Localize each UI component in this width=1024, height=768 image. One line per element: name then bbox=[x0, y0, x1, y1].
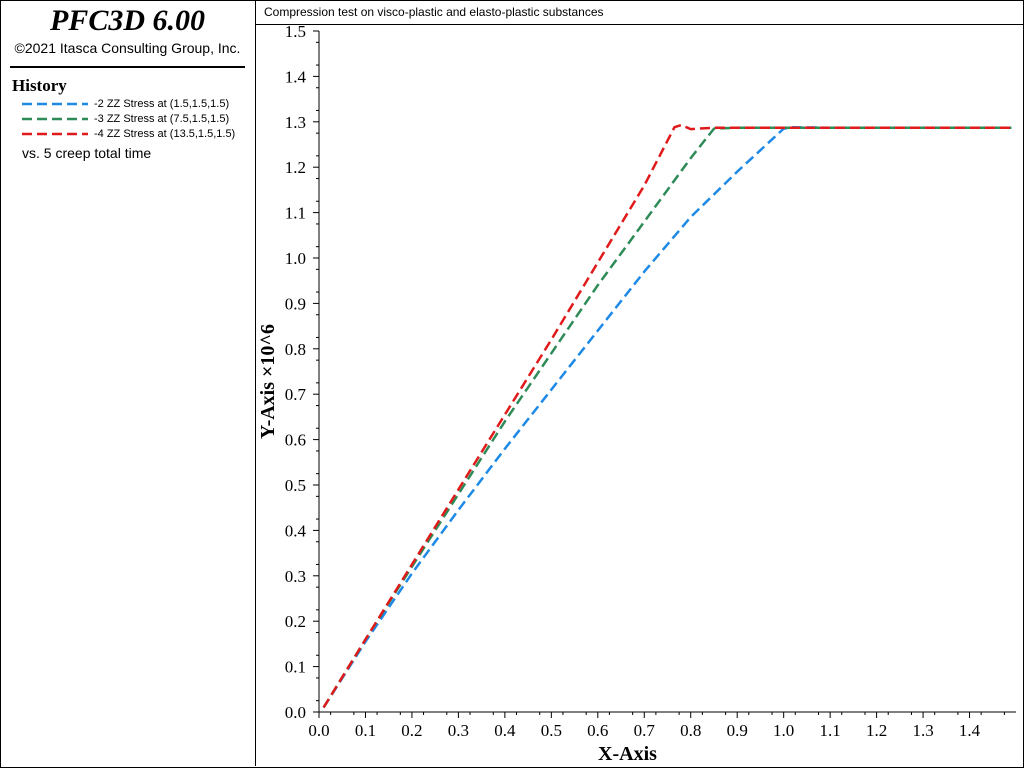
y-tick-label: 0.5 bbox=[285, 476, 306, 495]
x-tick-label: 0.0 bbox=[308, 721, 329, 740]
legend-entry: -4 ZZ Stress at (13.5,1.5,1.5) bbox=[22, 127, 235, 141]
y-tick-label: 1.0 bbox=[285, 249, 306, 268]
y-tick-label: 0.7 bbox=[285, 385, 307, 404]
axes: 0.0 0.1 0.2 0.3 0.4 0.5 0.6 0.7 0.8 0.9 1.0 1.1 1.2 1… bbox=[285, 25, 1016, 740]
y-tick-label: 0.1 bbox=[285, 658, 306, 677]
x-tick-label: 1.0 bbox=[773, 721, 794, 740]
x-tick-label: 1.3 bbox=[912, 721, 933, 740]
legend-swatch-red bbox=[22, 132, 88, 136]
x-axis-title: X-Axis bbox=[598, 743, 657, 765]
vs-label: vs. 5 creep total time bbox=[22, 145, 152, 161]
copyright-text: ©2021 Itasca Consulting Group, Inc. bbox=[14, 40, 241, 56]
y-tick-label: 0.8 bbox=[285, 340, 306, 359]
x-tick-label: 0.7 bbox=[634, 721, 656, 740]
series-line-3 bbox=[322, 126, 1012, 709]
y-tick-label: 0.9 bbox=[285, 294, 306, 313]
legend-entry: -2 ZZ Stress at (1.5,1.5,1.5) bbox=[22, 97, 229, 111]
x-tick-label: 0.6 bbox=[587, 721, 608, 740]
y-tick-label: 0.4 bbox=[285, 521, 307, 540]
legend-entry: -3 ZZ Stress at (7.5,1.5,1.5) bbox=[22, 112, 229, 126]
y-tick-label: 0.0 bbox=[285, 703, 306, 722]
plot-title: Compression test on visco-plastic and el… bbox=[264, 5, 604, 19]
legend-separator bbox=[10, 66, 245, 68]
y-tick-label: 1.2 bbox=[285, 158, 306, 177]
x-tick-label: 0.8 bbox=[680, 721, 701, 740]
history-heading: History bbox=[12, 76, 67, 95]
legend-label: -2 ZZ Stress at (1.5,1.5,1.5) bbox=[94, 98, 230, 110]
legend-label: -3 ZZ Stress at (7.5,1.5,1.5) bbox=[94, 113, 230, 125]
legend-swatch-blue bbox=[22, 102, 88, 106]
y-tick-label: 0.2 bbox=[285, 612, 306, 631]
series-layer bbox=[322, 123, 1012, 709]
x-tick-label: 0.3 bbox=[448, 721, 469, 740]
y-tick-label: 1.3 bbox=[285, 113, 306, 132]
x-tick-label: 1.1 bbox=[820, 721, 841, 740]
title-rule bbox=[256, 24, 1023, 25]
legend-panel: PFC3D 6.00 ©2021 Itasca Consulting Group… bbox=[0, 0, 256, 766]
y-tick-label: 1.5 bbox=[285, 25, 306, 41]
y-tick-label: 0.3 bbox=[285, 567, 306, 586]
x-tick-label: 0.9 bbox=[727, 721, 748, 740]
x-tick-label: 0.2 bbox=[401, 721, 422, 740]
y-axis-title: Y-Axis ×10^6 bbox=[257, 324, 279, 439]
x-tick-label: 1.2 bbox=[866, 721, 887, 740]
app-title: PFC3D 6.00 bbox=[49, 4, 205, 37]
x-tick-label: 0.5 bbox=[541, 721, 562, 740]
x-tick-label: 0.4 bbox=[494, 721, 516, 740]
legend-label: -4 ZZ Stress at (13.5,1.5,1.5) bbox=[94, 128, 236, 140]
legend-swatch-green bbox=[22, 117, 88, 121]
y-tick-label: 0.6 bbox=[285, 431, 306, 450]
x-tick-label: 1.4 bbox=[959, 721, 981, 740]
x-tick-label: 0.1 bbox=[355, 721, 376, 740]
series-line-4 bbox=[322, 123, 1012, 709]
chart-area: 0.0 0.1 0.2 0.3 0.4 0.5 0.6 0.7 0.8 0.9 1.0 1.1 1.2 1… bbox=[257, 25, 1016, 765]
series-line-2 bbox=[322, 125, 1012, 709]
y-tick-label: 1.4 bbox=[285, 67, 307, 86]
y-tick-label: 1.1 bbox=[285, 204, 306, 223]
